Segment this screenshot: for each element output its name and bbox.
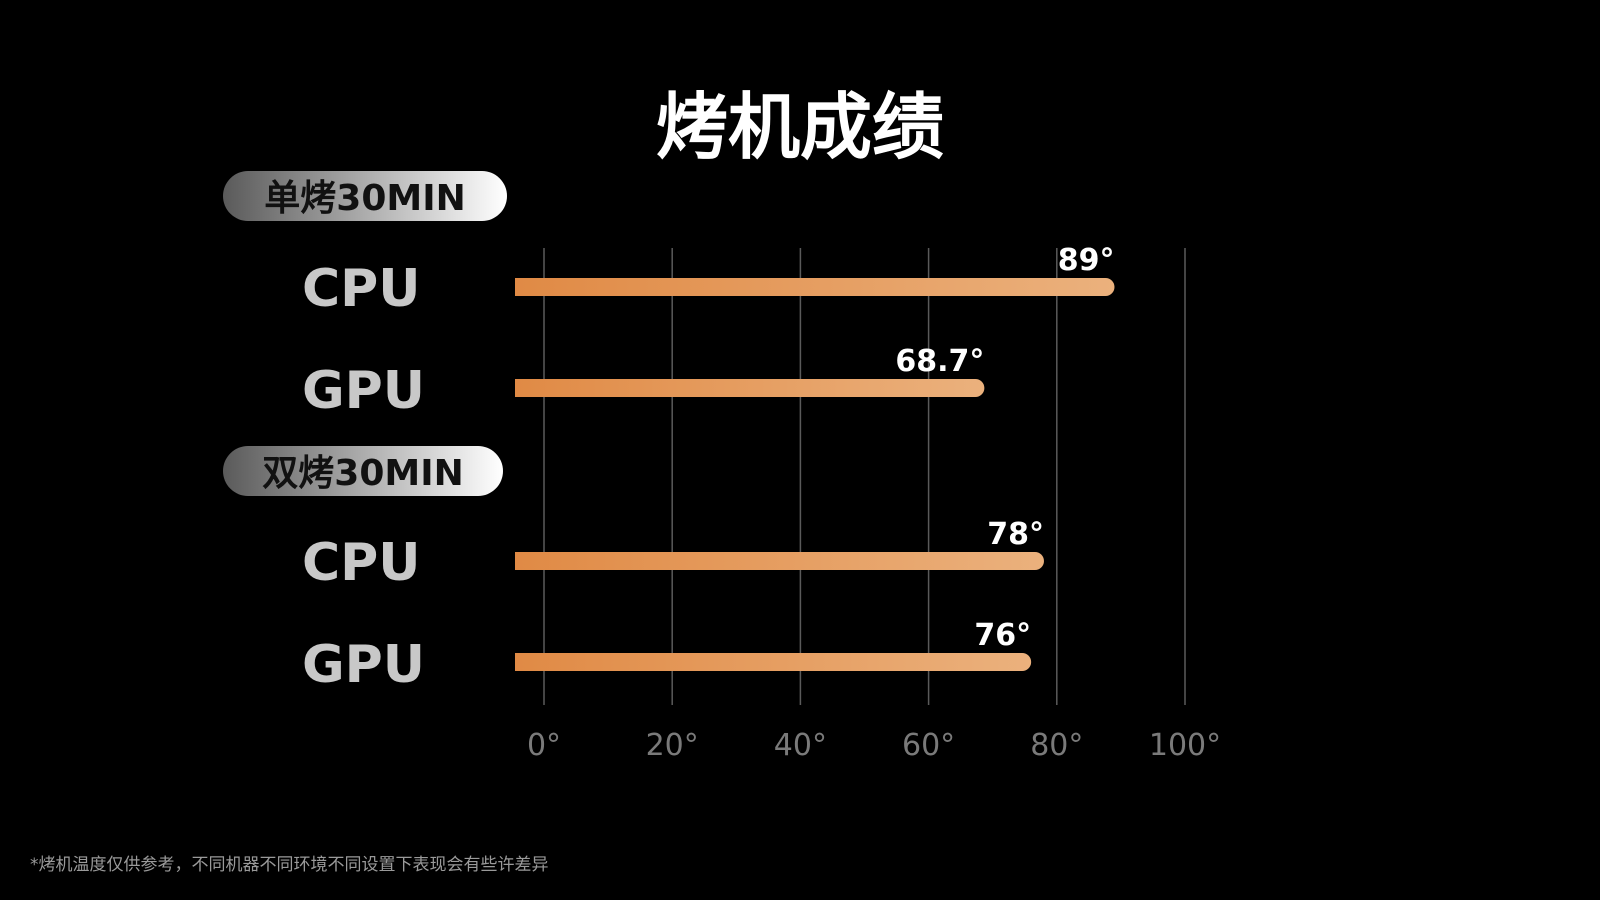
x-tick-label-20: 20° xyxy=(646,728,699,763)
category-label-single-cpu: CPU xyxy=(302,259,421,319)
x-tick-label-40: 40° xyxy=(774,728,827,763)
footnote: *烤机温度仅供参考，不同机器不同环境不同设置下表现会有些许差异 xyxy=(30,855,549,875)
bar-single-cpu xyxy=(515,278,1115,296)
category-label-single-gpu: GPU xyxy=(302,361,425,421)
value-label-dual-gpu: 76° xyxy=(974,618,1031,653)
bar-single-gpu xyxy=(515,379,985,397)
x-axis-ticks: 0° 20° 40° 60° 80° 100° xyxy=(527,728,1221,763)
value-label-dual-cpu: 78° xyxy=(987,517,1044,552)
group-label-dual: 双烤30MIN xyxy=(262,453,463,494)
group-label-pill-single: 单烤30MIN xyxy=(223,171,507,221)
bars xyxy=(515,278,1115,671)
bar-dual-cpu xyxy=(515,552,1044,570)
chart-title: 烤机成绩 xyxy=(656,85,944,169)
category-label-dual-gpu: GPU xyxy=(302,635,425,695)
group-pill-dual-background xyxy=(223,446,503,496)
x-tick-label-60: 60° xyxy=(902,728,955,763)
value-labels: 89° 68.7° 78° 76° xyxy=(895,243,1114,653)
category-label-dual-cpu: CPU xyxy=(302,533,421,593)
bar-dual-gpu xyxy=(515,653,1032,671)
x-tick-label-0: 0° xyxy=(527,728,561,763)
x-tick-label-100: 100° xyxy=(1149,728,1221,763)
grid-lines xyxy=(543,248,1186,705)
value-label-single-gpu: 68.7° xyxy=(895,344,984,379)
group-pill-single-background xyxy=(223,171,507,221)
value-label-single-cpu: 89° xyxy=(1058,243,1115,278)
group-label-pill-dual: 双烤30MIN xyxy=(223,446,503,496)
x-tick-label-80: 80° xyxy=(1030,728,1083,763)
group-label-single: 单烤30MIN xyxy=(264,178,465,219)
